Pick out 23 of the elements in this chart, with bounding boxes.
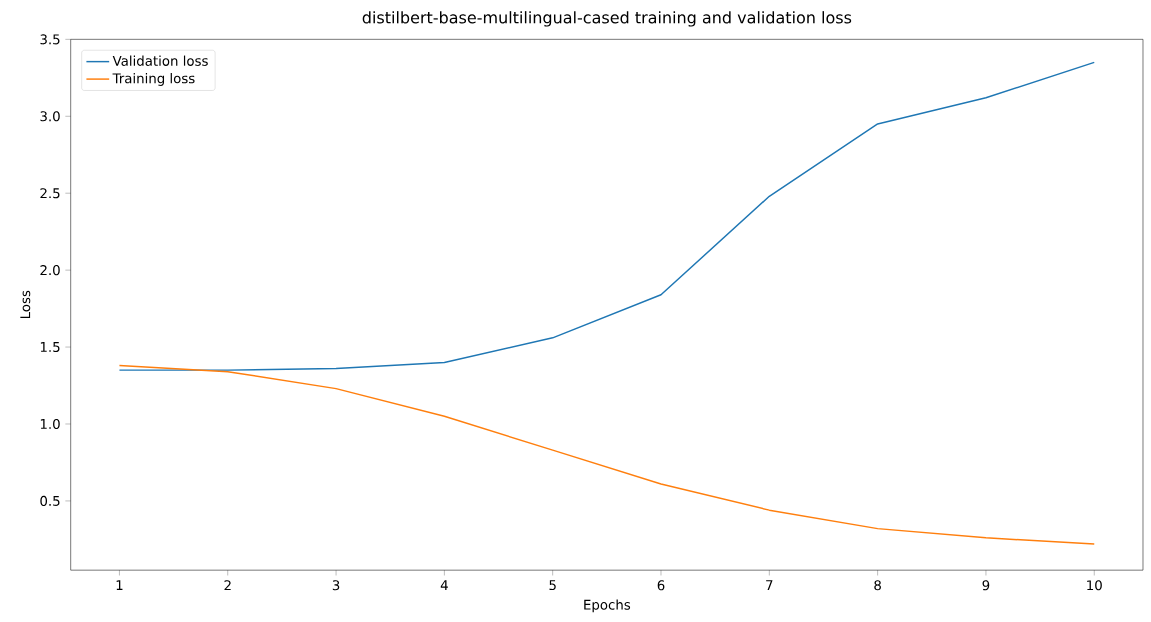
legend-label: Training loss	[112, 72, 195, 86]
x-tick-label: 10	[1087, 580, 1102, 591]
x-tick-label: 6	[657, 580, 665, 591]
y-tick-label: 0.5	[40, 495, 60, 506]
y-tick-label: 2.0	[40, 264, 60, 276]
y-tick-label: 3.5	[40, 34, 60, 45]
x-tick-label: 8	[874, 580, 881, 591]
x-tick-label: 3	[332, 580, 340, 591]
y-tick-label: 1.5	[40, 342, 60, 352]
y-tick-label: 3.0	[40, 111, 60, 122]
y-axis-title: Loss	[20, 290, 31, 318]
x-tick-label: 7	[766, 580, 773, 590]
x-tick-label: 2	[224, 580, 231, 591]
y-tick-label: 1.0	[40, 418, 60, 429]
chart-title: distilbert-base-multilingual-cased training and validation loss	[362, 11, 852, 27]
x-tick-label: 1	[116, 580, 123, 590]
x-tick-label: 9	[982, 580, 990, 591]
x-axis-title: Epochs	[584, 599, 631, 613]
x-tick-label: 4	[440, 580, 448, 590]
legend-label: Validation loss	[112, 55, 208, 66]
line-series	[118, 364, 1095, 545]
y-tick-label: 2.5	[40, 188, 60, 199]
x-tick-label: 5	[549, 580, 556, 591]
